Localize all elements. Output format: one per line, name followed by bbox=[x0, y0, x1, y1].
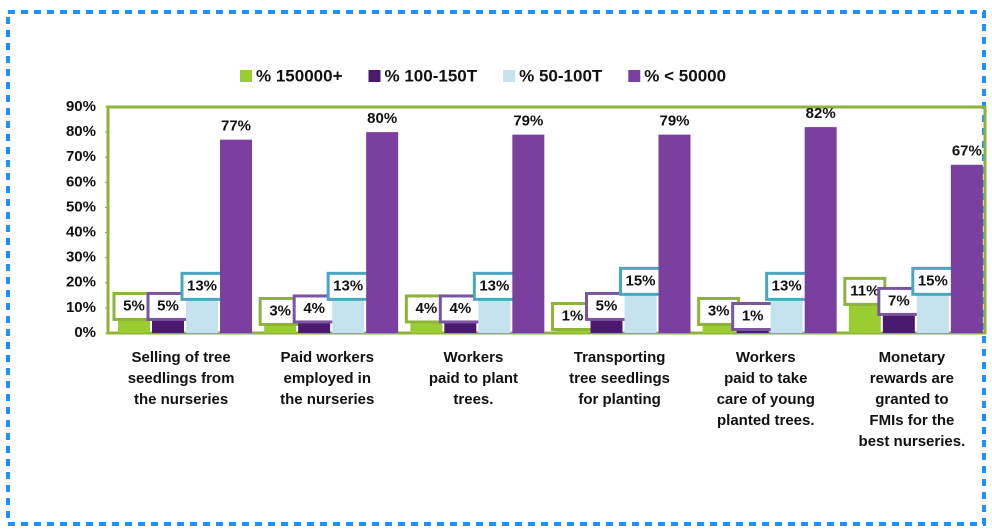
x-tick-label: paid to take bbox=[724, 370, 807, 387]
y-tick-label: 80% bbox=[66, 123, 96, 140]
y-tick-label: 60% bbox=[66, 173, 96, 190]
bar bbox=[770, 300, 803, 333]
bar bbox=[658, 134, 691, 333]
x-tick-label: the nurseries bbox=[134, 391, 228, 408]
legend-label: % 150000+ bbox=[256, 66, 343, 85]
data-label-box bbox=[765, 271, 809, 301]
x-tick-label: planted trees. bbox=[717, 412, 815, 429]
legend-swatch bbox=[628, 70, 641, 82]
data-label: 3% bbox=[708, 302, 730, 319]
data-label: 79% bbox=[513, 113, 543, 130]
data-label: 4% bbox=[449, 300, 471, 317]
y-tick-label: 30% bbox=[66, 249, 96, 266]
data-label: 4% bbox=[415, 300, 437, 317]
legend-swatch bbox=[240, 70, 252, 82]
bar bbox=[916, 295, 949, 333]
data-label: 7% bbox=[888, 292, 910, 309]
data-label: 13% bbox=[479, 277, 509, 294]
plot-area bbox=[106, 105, 987, 335]
x-tick-label: rewards are bbox=[870, 370, 954, 387]
data-label-box bbox=[585, 291, 628, 321]
data-label: 13% bbox=[333, 277, 363, 294]
legend-swatch bbox=[503, 70, 516, 82]
data-label: 13% bbox=[772, 277, 802, 294]
bar bbox=[366, 132, 399, 333]
bar bbox=[512, 134, 545, 333]
bar bbox=[410, 322, 443, 333]
bar bbox=[444, 322, 477, 333]
data-label-box bbox=[619, 266, 662, 296]
data-label: 11% bbox=[850, 282, 879, 299]
legend-label: % 50-100T bbox=[519, 66, 603, 85]
data-label: 77% bbox=[221, 118, 251, 135]
x-tick-label: Workers bbox=[444, 349, 504, 366]
data-label: 3% bbox=[269, 302, 291, 319]
x-tick-label: granted to bbox=[875, 391, 948, 408]
bar bbox=[950, 164, 983, 333]
data-label: 5% bbox=[157, 297, 179, 314]
bar bbox=[736, 330, 769, 333]
x-tick-label: seedlings from bbox=[128, 370, 235, 387]
x-tick-label: care of young bbox=[717, 391, 815, 408]
y-tick-label: 0% bbox=[74, 324, 96, 341]
legend-label: % < 50000 bbox=[644, 66, 726, 85]
data-label: 5% bbox=[596, 297, 618, 314]
bar bbox=[220, 139, 252, 333]
y-tick-label: 10% bbox=[66, 299, 96, 316]
data-label: 13% bbox=[187, 277, 217, 294]
x-tick-label: Paid workers bbox=[281, 349, 374, 366]
bar bbox=[152, 320, 184, 333]
y-tick-label: 70% bbox=[66, 148, 96, 165]
data-label: 1% bbox=[562, 307, 584, 324]
data-label: 79% bbox=[659, 113, 689, 130]
bar bbox=[186, 300, 218, 333]
frame bbox=[6, 10, 986, 526]
data-label: 15% bbox=[625, 272, 655, 289]
data-label: 67% bbox=[952, 143, 982, 160]
y-tick-label: 40% bbox=[66, 224, 96, 241]
bar bbox=[624, 295, 657, 333]
bar bbox=[298, 322, 331, 333]
bar bbox=[556, 330, 589, 333]
x-tick-label: tree seedlings bbox=[569, 370, 670, 387]
x-tick-label: Monetary bbox=[879, 349, 946, 366]
data-label-box bbox=[911, 266, 955, 296]
bar bbox=[702, 325, 735, 333]
y-tick-label: 90% bbox=[66, 98, 96, 115]
bar bbox=[264, 325, 297, 333]
x-tick-label: paid to plant bbox=[429, 370, 518, 387]
legend-swatch bbox=[368, 70, 381, 82]
y-tick-label: 50% bbox=[66, 198, 96, 215]
y-tick-label: 20% bbox=[66, 274, 96, 291]
bar bbox=[882, 315, 915, 333]
data-label-box bbox=[731, 301, 775, 331]
data-label: 82% bbox=[806, 105, 836, 122]
x-tick-label: Workers bbox=[736, 349, 796, 366]
data-label: 4% bbox=[303, 300, 325, 317]
x-tick-label: the nurseries bbox=[280, 391, 374, 408]
x-tick-label: best nurseries. bbox=[859, 433, 966, 450]
x-tick-label: trees. bbox=[453, 391, 493, 408]
x-tick-label: Selling of tree bbox=[131, 349, 230, 366]
data-label: 5% bbox=[123, 297, 145, 314]
bar bbox=[848, 305, 881, 333]
x-tick-label: FMIs for the bbox=[869, 412, 954, 429]
legend-label: % 100-150T bbox=[385, 66, 478, 85]
bar bbox=[804, 127, 837, 333]
bar bbox=[332, 300, 365, 333]
bar bbox=[478, 300, 511, 333]
x-tick-label: Transporting bbox=[574, 349, 666, 366]
data-label: 15% bbox=[918, 272, 948, 289]
data-label: 80% bbox=[367, 110, 397, 127]
bar bbox=[590, 320, 623, 333]
bar bbox=[118, 320, 150, 333]
x-tick-label: for planting bbox=[578, 391, 661, 408]
data-label: 1% bbox=[742, 307, 764, 324]
x-tick-label: employed in bbox=[283, 370, 371, 387]
